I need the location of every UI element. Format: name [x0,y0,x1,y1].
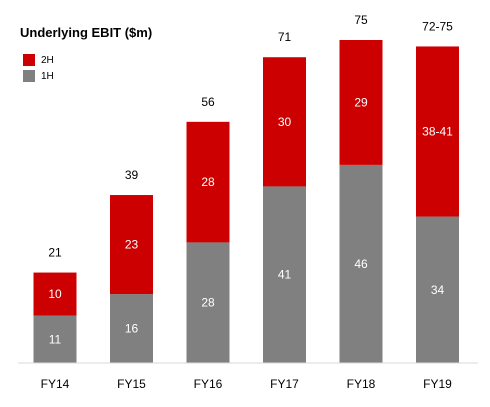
bar-1h-fy19-label: 34 [431,283,445,297]
bar-1h-fy17-label: 41 [278,268,292,282]
total-label-fy18: 75 [354,13,368,27]
bar-2h-fy15 [110,195,153,295]
x-tick-fy15: FY15 [117,377,146,391]
x-tick-fy17: FY17 [270,377,299,391]
legend-swatch-2h [23,54,35,66]
x-tick-fy16: FY16 [194,377,223,391]
bars-group: 11 10 21 16 23 39 28 28 56 41 30 71 46 29 75 34 38-41 72-… [33,13,459,363]
bar-1h-fy16 [186,242,230,363]
bar-2h-fy17 [263,57,306,187]
total-label-fy14: 21 [48,246,62,260]
bar-1h-fy14-label: 11 [49,332,62,346]
legend-label-1h: 1H [41,71,54,82]
bar-2h-fy18 [339,40,383,165]
x-tick-fy19: FY19 [423,377,452,391]
x-tick-fy18: FY18 [347,377,376,391]
bar-2h-fy14-label: 10 [48,287,62,301]
bar-1h-fy15 [110,294,153,363]
bar-1h-fy18-label: 46 [354,257,368,271]
bar-1h-fy19 [416,216,459,363]
chart-title: Underlying EBIT ($m) [20,25,152,40]
legend-swatch-1h [23,70,35,82]
bar-2h-fy19-label: 38-41 [422,125,453,139]
bar-1h-fy15-label: 16 [125,322,139,336]
bar-2h-fy19 [416,46,459,217]
legend: 2H 1H [23,54,54,82]
x-tick-fy14: FY14 [41,377,70,391]
total-label-fy15: 39 [125,168,139,182]
bar-2h-fy18-label: 29 [354,95,368,109]
bar-2h-fy17-label: 30 [278,115,292,129]
bar-2h-fy16-label: 28 [201,175,215,189]
bar-1h-fy14 [33,315,77,363]
bar-1h-fy18 [339,164,383,363]
bar-2h-fy16 [186,121,230,243]
bar-2h-fy14 [33,272,77,316]
total-label-fy16: 56 [201,95,215,109]
bar-2h-fy15-label: 23 [125,238,139,252]
total-label-fy17: 71 [278,30,292,44]
x-tick-labels: FY14 FY15 FY16 FY17 FY18 FY19 [41,377,453,391]
legend-label-2h: 2H [41,55,54,66]
total-label-fy19: 72-75 [422,19,453,33]
bar-1h-fy16-label: 28 [201,296,215,310]
bar-1h-fy17 [263,186,306,363]
